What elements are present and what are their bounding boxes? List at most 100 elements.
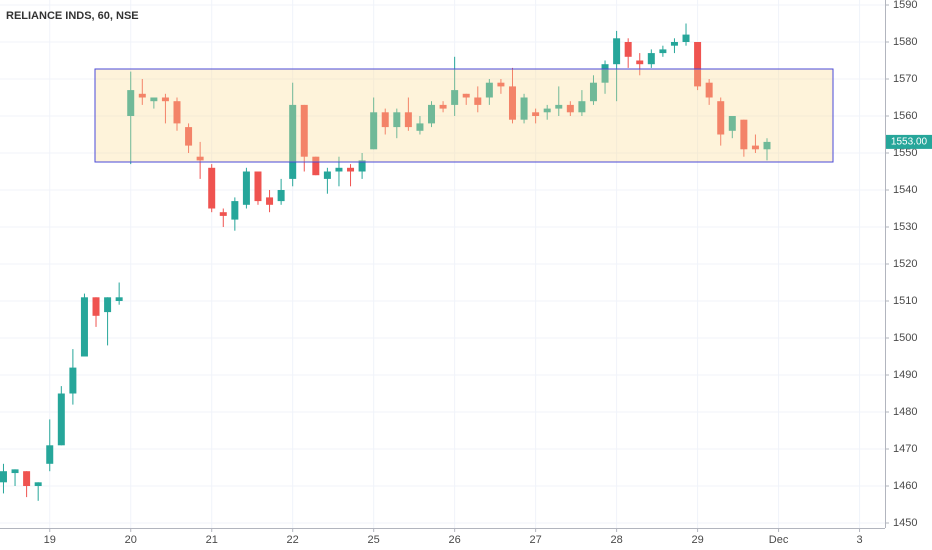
candle-body <box>104 297 112 313</box>
candle-body <box>751 145 759 150</box>
candle-body <box>497 82 505 87</box>
candle-body <box>555 104 563 109</box>
x-tick-label: 22 <box>287 534 299 546</box>
candle-body <box>266 197 274 205</box>
axes: 1450 1460 1470 1480 1490 1500 1510 1520 1530 1540… <box>44 0 932 546</box>
candle-body <box>208 167 216 209</box>
candle-body <box>416 123 424 131</box>
candle-body <box>578 101 586 113</box>
candle-body <box>636 60 644 65</box>
candle-body <box>46 445 54 464</box>
candle-body <box>393 112 401 128</box>
y-tick-label: 1490 <box>893 369 917 381</box>
last-price-label: 1553.00 <box>891 137 928 148</box>
candle-body <box>358 160 366 172</box>
candle-body <box>23 471 31 487</box>
x-tick-label: 21 <box>206 534 218 546</box>
candle-body <box>80 297 88 357</box>
y-tick-label: 1520 <box>893 258 917 270</box>
y-tick-label: 1460 <box>893 480 917 492</box>
y-tick-label: 1560 <box>893 110 917 122</box>
y-tick-label: 1590 <box>893 0 917 11</box>
candle-body <box>589 82 597 102</box>
y-tick-label: 1550 <box>893 147 917 159</box>
candle-body <box>613 38 621 65</box>
candle-body <box>219 212 227 216</box>
candle-body <box>508 86 516 120</box>
y-tick-label: 1450 <box>893 517 917 529</box>
y-tick-label: 1530 <box>893 221 917 233</box>
candle-body <box>115 297 123 302</box>
last-price-box <box>886 134 932 149</box>
x-tick-label: 25 <box>368 534 380 546</box>
candle-body <box>659 49 667 54</box>
candle-body <box>242 171 250 205</box>
candle-body <box>404 112 412 128</box>
candle-body <box>485 82 493 98</box>
candle-body <box>682 34 690 42</box>
candle-body <box>57 393 65 446</box>
candle-body <box>370 112 378 150</box>
y-tick-label: 1580 <box>893 36 917 48</box>
y-tick-label: 1540 <box>893 184 917 196</box>
x-tick-label: 27 <box>530 534 542 546</box>
range-box <box>94 68 834 163</box>
candle-body <box>92 297 100 316</box>
candle-body <box>451 90 459 105</box>
candle-body <box>69 367 77 394</box>
candle-body <box>277 189 285 202</box>
candle-body <box>196 156 204 161</box>
x-tick-label: 28 <box>610 534 622 546</box>
candle-body <box>11 469 19 474</box>
candle-body <box>34 482 42 487</box>
candle-body <box>520 97 528 120</box>
y-tick-label: 1480 <box>893 406 917 418</box>
candle-body <box>763 141 771 150</box>
x-tick-label: 26 <box>449 534 461 546</box>
candle-body <box>543 108 551 113</box>
candle-body <box>231 201 239 220</box>
y-tick-label: 1510 <box>893 295 917 307</box>
y-tick-label: 1470 <box>893 443 917 455</box>
candle-body <box>694 41 702 87</box>
candle-body <box>728 115 736 131</box>
candle-body <box>312 156 320 176</box>
candle-body <box>300 104 308 157</box>
candle-body <box>462 93 470 98</box>
x-tick-label: Dec <box>769 534 789 546</box>
chart-title: RELIANCE INDS, 60, NSE <box>6 10 139 22</box>
candle-body <box>185 127 193 146</box>
candle-body <box>161 97 169 102</box>
candle-body <box>532 112 540 116</box>
candle-body <box>717 101 725 135</box>
candle-body <box>254 171 262 202</box>
candle-body <box>647 53 655 65</box>
y-tick-label: 1500 <box>893 332 917 344</box>
candle-body <box>138 93 146 98</box>
candle-body <box>150 97 158 102</box>
candle-body <box>670 41 678 46</box>
candle-body <box>439 104 447 109</box>
candle-body <box>289 104 297 179</box>
x-tick-label: 19 <box>44 534 56 546</box>
x-tick-label: 3 <box>856 534 862 546</box>
x-tick-label: 20 <box>125 534 137 546</box>
grid <box>0 0 885 528</box>
y-tick-label: 1570 <box>893 73 917 85</box>
candle-body <box>381 112 389 128</box>
candle-body <box>347 167 355 172</box>
candle-body <box>566 104 574 113</box>
candle-body <box>705 82 713 98</box>
candle-body <box>624 41 632 57</box>
candle-body <box>127 90 135 116</box>
candle-body <box>323 171 331 179</box>
candle-body <box>474 97 482 105</box>
candle-body <box>173 101 181 124</box>
candles <box>0 23 771 501</box>
candle-body <box>601 64 609 83</box>
candle-body <box>428 104 436 124</box>
candle-body <box>740 119 748 150</box>
candle-body <box>335 167 343 172</box>
